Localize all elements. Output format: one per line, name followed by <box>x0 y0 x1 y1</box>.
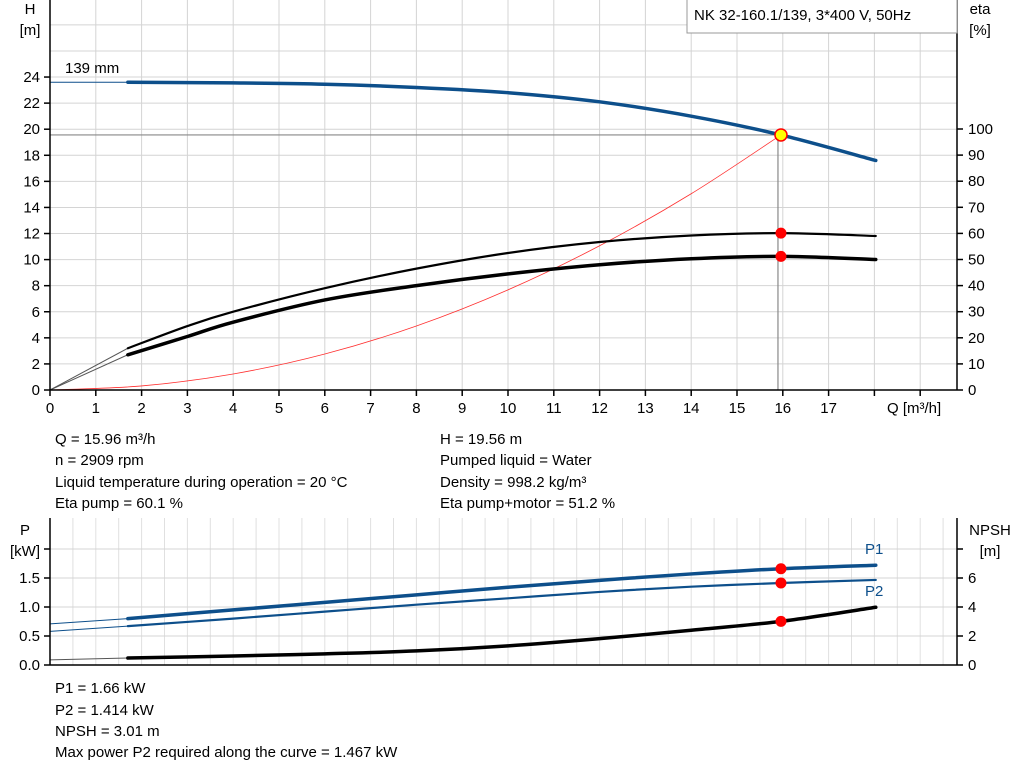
y-tick-label-eta: 100 <box>968 121 993 138</box>
y-tick-label-npsh: 2 <box>968 628 976 645</box>
bottom-grid <box>50 518 957 665</box>
legend-p2: P2 <box>865 583 883 600</box>
y-tick-label-npsh: 6 <box>968 570 976 587</box>
info-liquid: Pumped liquid = Water <box>440 452 592 469</box>
y-tick-label-h: 6 <box>32 304 40 321</box>
y-tick-label-eta: 80 <box>968 173 985 190</box>
axes: 0 1 2 3 4 5 6 7 8 9 10 11 12 13 14 15 16 1702468101214161… <box>19 0 993 674</box>
x-tick-label: 6 <box>321 400 329 417</box>
x-tick-label: 16 <box>774 400 791 417</box>
y-tick-label-h: 0 <box>32 382 40 399</box>
y-tick-label-h: 10 <box>23 252 40 269</box>
top-grid <box>50 0 957 390</box>
chart-title: NK 32-160.1/139, 3*400 V, 50Hz <box>694 7 911 24</box>
y-tick-label-eta: 70 <box>968 199 985 216</box>
y-tick-label-p: 1.5 <box>19 570 40 587</box>
y-tick-label-h: 8 <box>32 278 40 295</box>
y-tick-label-h: 20 <box>23 121 40 138</box>
eta-pump-motor-curve <box>126 254 878 357</box>
info-n: n = 2909 rpm <box>55 452 144 469</box>
duty-point-marker <box>774 128 788 142</box>
info-npsh: NPSH = 3.01 m <box>55 723 160 740</box>
y-label-h: H <box>25 1 36 18</box>
y-label-eta-unit: [%] <box>969 22 991 39</box>
y-tick-label-eta: 40 <box>968 278 985 295</box>
x-tick-label: 11 <box>546 400 562 417</box>
y-tick-label-h: 12 <box>23 226 40 243</box>
p1-curve <box>126 563 878 621</box>
y-tick-label-eta: 0 <box>968 382 976 399</box>
y-tick-label-eta: 50 <box>968 252 985 269</box>
eta-pump-curve <box>126 232 877 350</box>
y-label-npsh: NPSH <box>969 522 1011 539</box>
y-label-eta: eta <box>970 1 992 18</box>
y-tick-label-p: 1.0 <box>19 599 40 616</box>
eta-pump-motor-marker <box>775 250 787 262</box>
info-h: H = 19.56 m <box>440 431 523 448</box>
y-tick-label-npsh: 0 <box>968 657 976 674</box>
p1-extension <box>49 618 128 625</box>
npsh-extension <box>49 657 128 661</box>
y-label-npsh-unit: [m] <box>980 543 1001 560</box>
y-tick-label-h: 14 <box>23 199 40 216</box>
y-tick-label-h: 4 <box>32 330 40 347</box>
x-tick-label: 9 <box>458 400 466 417</box>
y-tick-label-npsh: 4 <box>968 599 976 616</box>
y-tick-label-eta: 90 <box>968 147 985 164</box>
y-label-p-unit: [kW] <box>10 543 40 560</box>
p2-curve <box>126 578 877 628</box>
x-tick-label: 1 <box>92 400 100 417</box>
legend-p1: P1 <box>865 541 883 558</box>
x-tick-label: 7 <box>366 400 374 417</box>
y-tick-label-eta: 60 <box>968 225 985 242</box>
y-tick-label-h: 24 <box>23 69 40 86</box>
x-tick-label: 2 <box>137 400 145 417</box>
title-box <box>686 0 958 34</box>
y-tick-label-p: 0.5 <box>19 628 40 645</box>
info-p2: P2 = 1.414 kW <box>55 702 154 719</box>
info-eta-pump: Eta pump = 60.1 % <box>55 495 183 512</box>
x-tick-label: 15 <box>729 400 746 417</box>
npsh-curve <box>126 605 878 660</box>
x-tick-label: 4 <box>229 400 237 417</box>
eta-pump-motor-extension <box>49 354 129 391</box>
p1-marker <box>775 563 787 575</box>
y-tick-label-h: 2 <box>32 356 40 373</box>
x-tick-label: 13 <box>637 400 654 417</box>
curve-label-diameter: 139 mm <box>65 60 119 77</box>
p2-extension <box>49 625 128 632</box>
eta-pump-marker <box>775 227 787 239</box>
info-max-power: Max power P2 required along the curve = … <box>55 744 398 761</box>
x-label-q: Q [m³/h] <box>887 400 941 417</box>
y-tick-label-h: 18 <box>23 147 40 164</box>
head-curve <box>126 80 878 163</box>
info-density: Density = 998.2 kg/m³ <box>440 474 587 491</box>
npsh-marker <box>775 615 787 627</box>
y-tick-label-h: 22 <box>23 95 40 112</box>
y-tick-label-eta: 10 <box>968 356 985 373</box>
info-q: Q = 15.96 m³/h <box>55 431 156 448</box>
curves <box>49 80 878 661</box>
x-tick-label: 3 <box>183 400 191 417</box>
x-tick-label: 10 <box>500 400 517 417</box>
x-tick-label: 8 <box>412 400 420 417</box>
y-label-p: P <box>20 522 30 539</box>
y-tick-label-eta: 20 <box>968 330 985 347</box>
y-tick-label-eta: 30 <box>968 304 985 321</box>
x-tick-label: 12 <box>591 400 608 417</box>
x-tick-label: 0 <box>46 400 54 417</box>
y-tick-label-p: 0.0 <box>19 657 40 674</box>
x-tick-label: 14 <box>683 400 700 417</box>
eta-pump-extension <box>49 347 129 391</box>
info-eta-pump-motor: Eta pump+motor = 51.2 % <box>440 495 616 512</box>
p2-marker <box>775 577 787 589</box>
system-curve <box>49 134 782 391</box>
x-tick-label: 5 <box>275 400 283 417</box>
info-p1: P1 = 1.66 kW <box>55 680 146 697</box>
y-tick-label-h: 16 <box>23 173 40 190</box>
y-label-h-unit: [m] <box>20 22 41 39</box>
x-tick-label: 17 <box>820 400 837 417</box>
info-temp: Liquid temperature during operation = 20… <box>55 474 348 491</box>
